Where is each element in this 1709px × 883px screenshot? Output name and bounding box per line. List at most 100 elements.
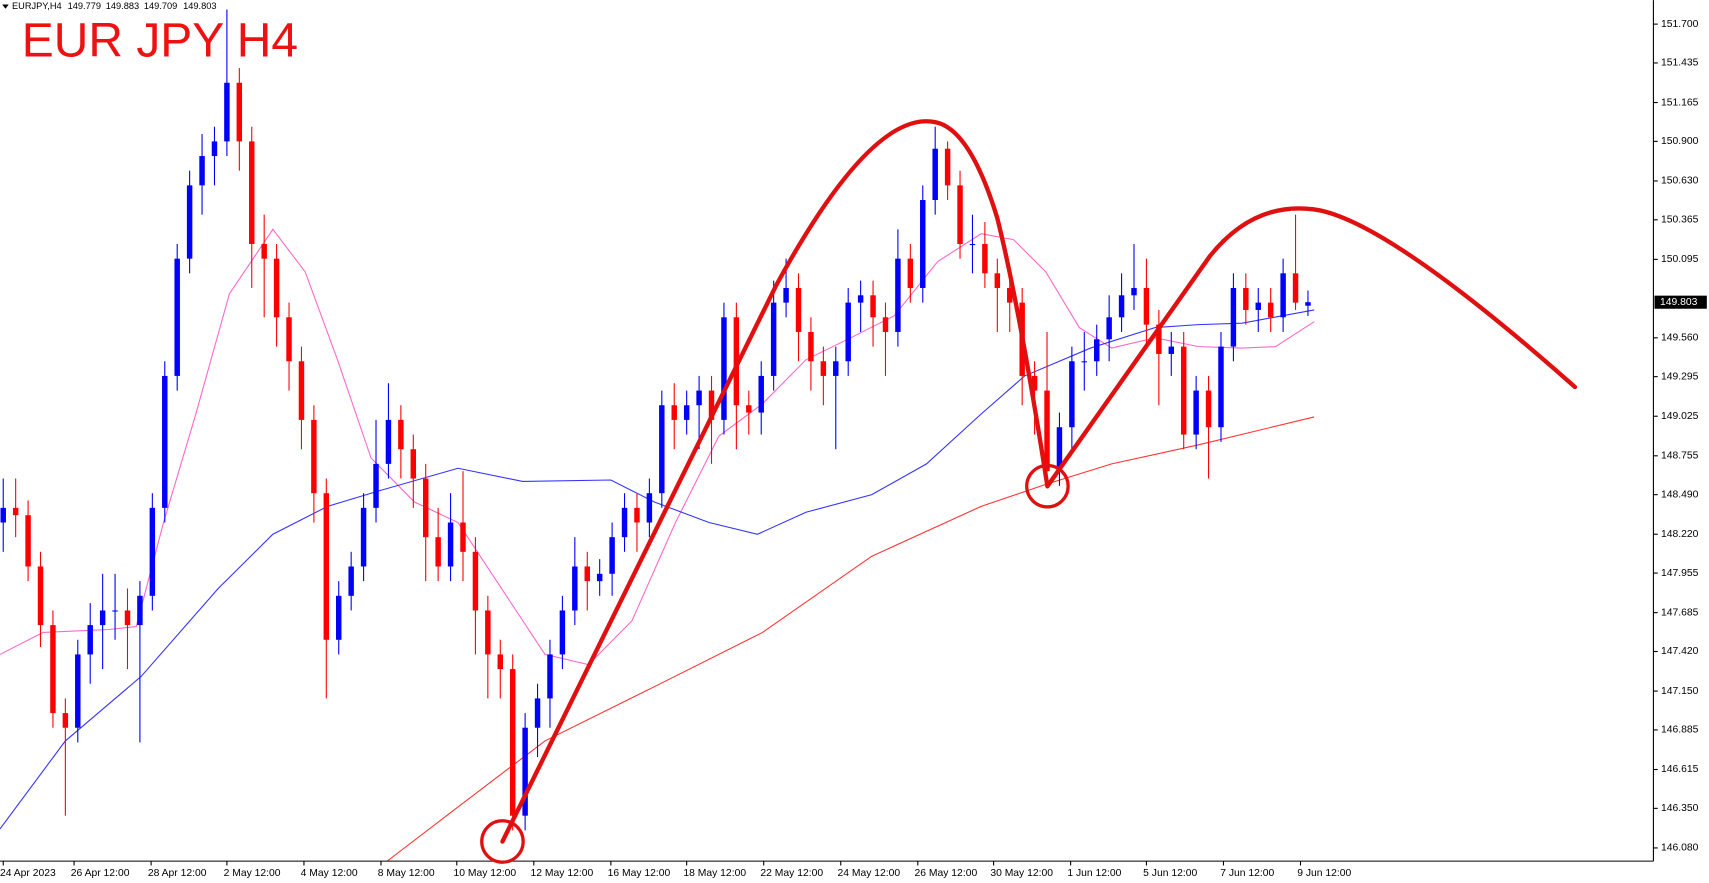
annotation-circle xyxy=(1025,463,1070,509)
candle-body xyxy=(509,669,516,816)
candle-body xyxy=(1143,287,1150,325)
candle-body xyxy=(435,537,441,567)
x-tick-label: 12 May 12:00 xyxy=(531,868,594,879)
candle-body xyxy=(0,507,6,523)
candle-body xyxy=(808,331,814,362)
x-tick-label: 8 May 12:00 xyxy=(378,868,435,879)
candle-body xyxy=(596,573,603,582)
candle-body xyxy=(25,515,31,567)
candle-body xyxy=(311,419,317,494)
candle-body xyxy=(1044,390,1050,472)
candle-body xyxy=(547,654,553,699)
candle-body xyxy=(1118,295,1125,318)
x-tick-label: 5 Jun 12:00 xyxy=(1143,868,1197,879)
x-tick-label: 18 May 12:00 xyxy=(683,868,746,879)
candle-body xyxy=(721,317,727,420)
y-tick-label: 147.955 xyxy=(1661,568,1699,579)
candle-body xyxy=(882,317,889,332)
candle-body xyxy=(1007,287,1013,303)
candle-body xyxy=(497,654,503,670)
candle-body xyxy=(683,405,690,420)
y-tick-label: 150.095 xyxy=(1661,254,1699,265)
candle-body xyxy=(422,478,429,538)
candle-body xyxy=(857,295,864,303)
candle-body xyxy=(174,258,180,376)
candle-body xyxy=(1056,427,1063,472)
y-tick-label: 147.685 xyxy=(1661,607,1699,618)
candle-body xyxy=(907,258,914,288)
candle-body xyxy=(37,566,44,626)
candle-body xyxy=(336,595,342,640)
candle-body xyxy=(609,537,615,574)
candle-body xyxy=(1255,302,1261,310)
candle-body xyxy=(920,200,926,288)
candle-body xyxy=(1081,361,1088,363)
candle-body xyxy=(1131,287,1137,296)
candle-body xyxy=(621,507,628,538)
y-tick-label: 150.630 xyxy=(1661,176,1699,187)
candle-body xyxy=(783,287,789,303)
candle-body xyxy=(1094,339,1100,362)
candle-body xyxy=(671,405,677,420)
candle-body xyxy=(1230,287,1237,347)
y-tick-label: 151.435 xyxy=(1661,58,1699,69)
candle-body xyxy=(249,141,255,244)
candle-body xyxy=(1069,361,1075,428)
candle-body xyxy=(99,610,106,626)
candle-body xyxy=(795,287,802,332)
annotation-curve xyxy=(500,119,1050,844)
pattern-annotation xyxy=(480,119,1578,864)
y-tick-label: 148.220 xyxy=(1661,529,1699,540)
y-tick-label: 148.755 xyxy=(1661,451,1699,462)
y-tick-label: 146.615 xyxy=(1661,764,1699,775)
candle-body xyxy=(646,493,653,523)
candle-body xyxy=(1106,317,1112,340)
candle-body xyxy=(137,595,143,626)
candle-body xyxy=(224,82,230,142)
candle-body xyxy=(820,361,827,376)
candle-body xyxy=(373,463,379,508)
candle-body xyxy=(1031,375,1038,391)
y-tick-label: 148.490 xyxy=(1661,489,1699,500)
candle-body xyxy=(733,317,740,406)
plot-area xyxy=(0,9,1315,862)
chart-title: EUR JPY H4 xyxy=(22,14,298,67)
current-price-label: 149.803 xyxy=(1660,297,1698,308)
y-tick-label: 151.700 xyxy=(1661,19,1699,30)
candle-body xyxy=(522,727,528,816)
moving-average-line xyxy=(0,309,1315,830)
candle-body xyxy=(261,243,267,259)
current-price-box xyxy=(1654,295,1707,309)
candle-body xyxy=(50,625,56,714)
candle-body xyxy=(398,419,404,450)
x-tick-label: 4 May 12:00 xyxy=(301,868,358,879)
candle-body xyxy=(770,302,777,376)
candle-body xyxy=(385,419,392,464)
candle-body xyxy=(1280,273,1286,318)
ohlc-open: 149.779 xyxy=(68,1,101,11)
candle-body xyxy=(410,449,417,479)
candle-body xyxy=(12,507,19,516)
candle-body xyxy=(186,185,193,259)
candle-body xyxy=(1168,346,1175,354)
candle-body xyxy=(323,493,330,640)
candle-body xyxy=(75,654,81,728)
annotation-curve xyxy=(1045,206,1578,489)
candle-body xyxy=(124,610,131,626)
candle-body xyxy=(348,566,354,596)
y-tick-label: 149.560 xyxy=(1661,333,1699,344)
x-tick-label: 24 Apr 2023 xyxy=(0,868,56,879)
y-tick-label: 149.025 xyxy=(1661,411,1699,422)
candle-body xyxy=(1218,346,1224,428)
x-tick-label: 22 May 12:00 xyxy=(760,868,823,879)
candle-body xyxy=(211,141,218,157)
candle-body xyxy=(273,258,280,318)
x-tick-label: 26 May 12:00 xyxy=(915,868,978,879)
candle-body xyxy=(112,610,118,612)
candle-body xyxy=(659,405,665,494)
candle-body xyxy=(298,361,305,420)
candle-body xyxy=(746,405,752,413)
candle-body xyxy=(559,610,566,655)
x-tick-label: 10 May 12:00 xyxy=(454,868,517,879)
